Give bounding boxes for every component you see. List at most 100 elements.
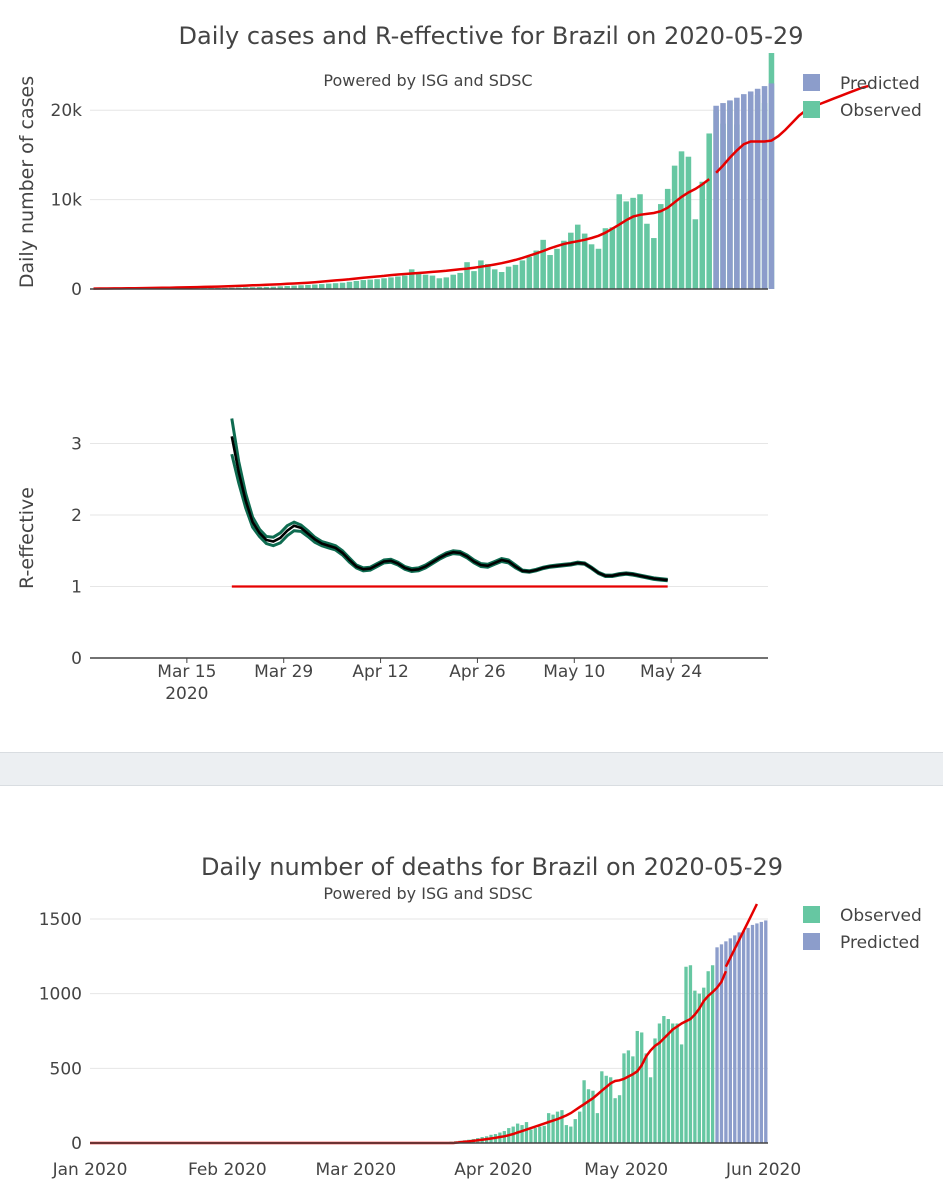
- observed-case-bar: [706, 133, 712, 289]
- observed-case-bar: [520, 260, 526, 289]
- predicted-case-bar: [727, 100, 733, 289]
- observed-case-bar: [561, 241, 567, 289]
- predicted-case-bar: [755, 89, 761, 289]
- deaths-chart: Daily number of deaths for Brazil on 202…: [0, 786, 943, 1200]
- observed-death-bar: [556, 1112, 559, 1143]
- observed-death-bar: [618, 1095, 621, 1143]
- observed-case-bar: [485, 264, 491, 289]
- observed-case-bar: [582, 234, 588, 289]
- cases-r-effective-chart: Daily cases and R-effective for Brazil o…: [0, 0, 943, 752]
- predicted-death-bar: [760, 922, 763, 1143]
- observed-case-bar: [672, 166, 678, 289]
- observed-case-bar: [630, 198, 636, 289]
- r-x-tick-label: Mar 15: [157, 662, 216, 682]
- observed-case-bar: [637, 194, 643, 289]
- cases-y-axis-label: Daily number of cases: [16, 76, 38, 288]
- deaths-chart-title: Daily number of deaths for Brazil on 202…: [201, 853, 783, 881]
- r-lower-bound-line: [232, 454, 668, 581]
- observed-case-bar: [402, 276, 408, 289]
- observed-death-bar: [649, 1077, 652, 1143]
- deaths-x-tick-label: Mar 2020: [316, 1160, 397, 1180]
- observed-case-bar: [665, 189, 671, 289]
- predicted-death-bar: [715, 947, 718, 1143]
- deaths-legend-label-observed: Observed: [840, 906, 922, 926]
- observed-death-bar: [587, 1089, 590, 1143]
- deaths-panel: Daily number of deaths for Brazil on 202…: [0, 786, 943, 1200]
- observed-death-bar: [609, 1077, 612, 1143]
- observed-death-bar: [671, 1024, 674, 1144]
- observed-case-bar: [644, 224, 650, 289]
- observed-case-bar: [367, 280, 373, 289]
- r-y-tick-label: 0: [71, 649, 82, 669]
- observed-case-bar: [333, 283, 339, 289]
- predicted-death-bar: [764, 920, 767, 1143]
- observed-case-bar: [354, 281, 360, 289]
- observed-death-bar: [596, 1113, 599, 1143]
- observed-death-bar: [582, 1080, 585, 1143]
- observed-case-bar: [388, 277, 394, 289]
- r-y-tick-label: 2: [71, 506, 82, 526]
- observed-case-bar: [381, 278, 387, 289]
- deaths-x-tick-label: Jan 2020: [52, 1160, 128, 1180]
- observed-case-bar: [513, 265, 519, 289]
- predicted-death-bar: [729, 938, 732, 1143]
- observed-death-bar: [680, 1044, 683, 1143]
- observed-death-bar: [662, 1016, 665, 1143]
- observed-death-bar: [543, 1126, 546, 1143]
- observed-case-bar: [437, 278, 443, 289]
- chart-subtitle: Powered by ISG and SDSC: [323, 71, 532, 90]
- predicted-case-bar: [748, 91, 754, 289]
- observed-death-bar: [627, 1050, 630, 1143]
- deaths-x-tick-label: Jun 2020: [725, 1160, 801, 1180]
- predicted-death-bar: [755, 923, 758, 1143]
- observed-case-bar: [464, 262, 470, 289]
- r-x-tick-label: Apr 12: [352, 662, 408, 682]
- predicted-case-bar: [741, 94, 747, 289]
- legend-swatch: [803, 74, 820, 91]
- predicted-case-bar: [762, 86, 768, 289]
- observed-death-bar: [574, 1119, 577, 1143]
- predicted-death-bar: [733, 935, 736, 1143]
- deaths-x-tick-label: Feb 2020: [188, 1160, 267, 1180]
- observed-case-bar: [623, 201, 629, 289]
- panel-divider: [0, 752, 943, 786]
- observed-case-bar: [527, 257, 533, 289]
- observed-death-bar: [622, 1053, 625, 1143]
- predicted-case-bar: [769, 83, 775, 289]
- predicted-death-bar: [738, 932, 741, 1143]
- observed-case-bar: [361, 280, 367, 289]
- cases-r-effective-panel: Daily cases and R-effective for Brazil o…: [0, 0, 943, 752]
- observed-case-bar: [547, 255, 553, 289]
- r-x-tick-label: May 24: [640, 662, 702, 682]
- observed-case-bar: [603, 228, 609, 289]
- observed-death-bar: [689, 965, 692, 1143]
- observed-death-bar: [636, 1031, 639, 1143]
- observed-case-bar: [700, 182, 706, 289]
- observed-case-bar: [471, 271, 477, 289]
- observed-case-bar: [658, 204, 664, 289]
- r-mean-line: [232, 436, 668, 580]
- r-x-tick-label: Apr 26: [449, 662, 505, 682]
- observed-case-bar: [347, 282, 353, 289]
- observed-death-bar: [667, 1019, 670, 1143]
- predicted-death-bar: [720, 944, 723, 1143]
- observed-case-bar: [395, 276, 401, 289]
- observed-case-bar: [651, 238, 657, 289]
- deaths-observed-trend-line: [90, 971, 726, 1143]
- r-y-tick-label: 3: [71, 435, 82, 455]
- observed-death-bar: [560, 1110, 563, 1143]
- observed-case-bar: [533, 251, 539, 289]
- observed-case-bar: [540, 240, 546, 289]
- observed-case-bar: [340, 283, 346, 289]
- observed-death-bar: [565, 1125, 568, 1143]
- observed-death-bar: [520, 1125, 523, 1143]
- observed-death-bar: [534, 1128, 537, 1143]
- predicted-case-bar: [713, 106, 719, 289]
- cases-gridlines: [90, 110, 768, 199]
- deaths-trend: [90, 904, 757, 1143]
- legend-swatch: [803, 101, 820, 118]
- observed-case-bar: [423, 275, 429, 289]
- observed-case-bar: [478, 260, 484, 289]
